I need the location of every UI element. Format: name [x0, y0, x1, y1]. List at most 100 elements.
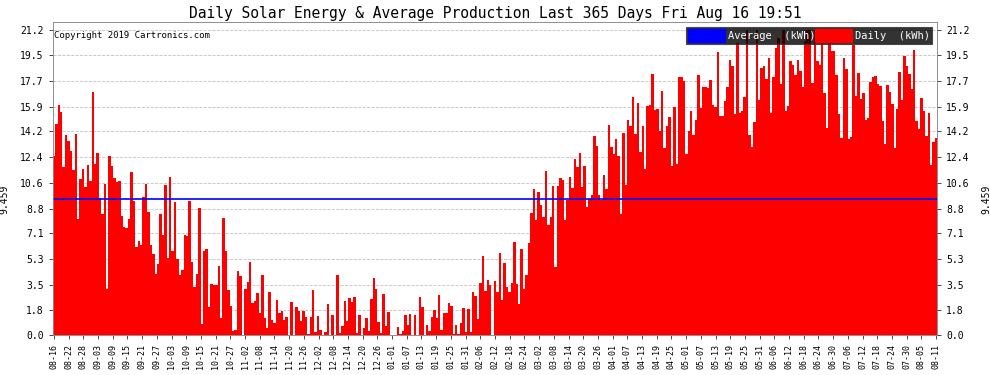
- Bar: [196, 274, 198, 335]
- Bar: [118, 182, 121, 335]
- Bar: [901, 100, 903, 335]
- Bar: [186, 236, 188, 335]
- Bar: [443, 313, 446, 335]
- Bar: [690, 111, 692, 335]
- Bar: [367, 331, 370, 335]
- Bar: [380, 333, 382, 335]
- Bar: [225, 251, 228, 335]
- Bar: [741, 111, 743, 335]
- Bar: [591, 195, 593, 335]
- Bar: [344, 301, 346, 335]
- Bar: [82, 169, 84, 335]
- Bar: [501, 300, 504, 335]
- Bar: [280, 312, 283, 335]
- Bar: [543, 217, 545, 335]
- Bar: [578, 153, 581, 335]
- Bar: [346, 321, 348, 335]
- Bar: [651, 74, 653, 335]
- Bar: [382, 294, 385, 335]
- Bar: [166, 258, 169, 335]
- Bar: [232, 330, 235, 335]
- Bar: [77, 219, 79, 335]
- Bar: [864, 120, 867, 335]
- Bar: [302, 311, 305, 335]
- Bar: [370, 299, 372, 335]
- Bar: [814, 30, 816, 335]
- Bar: [193, 286, 196, 335]
- Bar: [872, 77, 874, 335]
- Bar: [821, 30, 824, 335]
- Bar: [283, 320, 285, 335]
- Bar: [581, 188, 583, 335]
- Bar: [802, 87, 804, 335]
- Bar: [528, 243, 530, 335]
- Bar: [707, 88, 710, 335]
- Bar: [407, 325, 409, 335]
- Bar: [889, 92, 891, 335]
- Bar: [623, 133, 625, 335]
- Bar: [772, 77, 775, 335]
- Bar: [737, 43, 739, 335]
- Bar: [339, 333, 342, 335]
- Bar: [220, 318, 223, 335]
- Bar: [218, 266, 220, 335]
- Bar: [113, 178, 116, 335]
- Bar: [642, 126, 644, 335]
- Bar: [762, 66, 765, 335]
- Bar: [79, 178, 82, 335]
- Bar: [586, 207, 588, 335]
- Bar: [620, 214, 623, 335]
- Bar: [841, 138, 842, 335]
- Bar: [278, 312, 280, 335]
- Bar: [554, 267, 556, 335]
- Bar: [159, 214, 161, 335]
- Bar: [630, 126, 632, 335]
- Bar: [414, 315, 416, 335]
- Bar: [324, 332, 327, 335]
- Bar: [104, 184, 106, 335]
- Bar: [811, 83, 814, 335]
- Bar: [732, 66, 734, 335]
- Bar: [235, 330, 237, 335]
- Bar: [625, 185, 627, 335]
- Bar: [387, 312, 390, 335]
- Bar: [862, 93, 864, 335]
- Bar: [600, 200, 603, 335]
- Bar: [547, 225, 549, 335]
- Bar: [566, 200, 569, 335]
- Bar: [198, 209, 201, 335]
- Bar: [729, 60, 732, 335]
- Bar: [474, 296, 477, 335]
- Bar: [678, 77, 680, 335]
- Bar: [712, 105, 715, 335]
- Bar: [251, 303, 253, 335]
- Bar: [765, 79, 767, 335]
- Bar: [462, 308, 464, 335]
- Bar: [208, 307, 210, 335]
- Bar: [685, 154, 688, 335]
- Bar: [74, 134, 77, 335]
- Bar: [722, 116, 724, 335]
- Bar: [906, 66, 908, 335]
- Bar: [702, 87, 705, 335]
- Bar: [307, 334, 310, 335]
- Bar: [247, 282, 249, 335]
- Bar: [632, 97, 635, 335]
- Bar: [342, 326, 344, 335]
- Bar: [128, 219, 131, 335]
- Bar: [845, 69, 847, 335]
- Bar: [508, 292, 511, 335]
- Bar: [482, 256, 484, 335]
- Bar: [574, 159, 576, 335]
- Bar: [109, 156, 111, 335]
- Text: Copyright 2019 Cartronics.com: Copyright 2019 Cartronics.com: [53, 31, 210, 40]
- Bar: [305, 316, 307, 335]
- Bar: [157, 264, 159, 335]
- Bar: [434, 310, 436, 335]
- Bar: [446, 313, 447, 335]
- Bar: [315, 332, 317, 335]
- Bar: [353, 297, 355, 335]
- Bar: [804, 41, 807, 335]
- Bar: [896, 109, 899, 335]
- Bar: [891, 104, 894, 335]
